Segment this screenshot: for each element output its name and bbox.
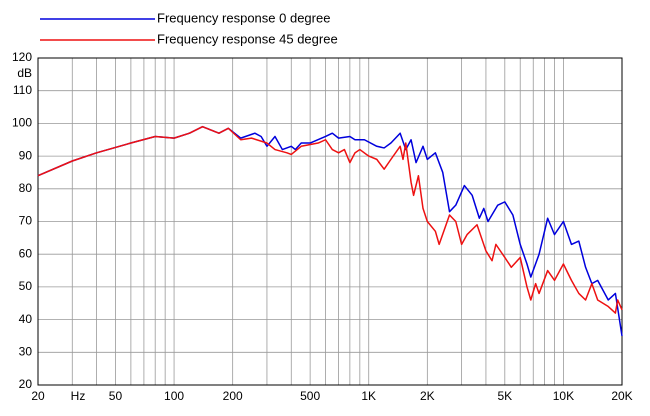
x-tick-label: 20K — [611, 389, 632, 403]
x-tick-label: 200 — [223, 389, 243, 403]
x-tick-label: 5K — [497, 389, 512, 403]
x-tick-label: 20 — [31, 389, 45, 403]
y-tick-label: 70 — [19, 214, 33, 228]
x-tick-label: 1K — [361, 389, 376, 403]
x-tick-label: 50 — [109, 389, 123, 403]
x-axis-label: Hz — [71, 389, 86, 403]
y-tick-label: 120 — [12, 50, 32, 64]
legend-label: Frequency response 45 degree — [157, 31, 338, 46]
y-tick-label: 100 — [12, 116, 32, 130]
y-tick-label: 110 — [13, 83, 32, 97]
y-axis-label: dB — [17, 66, 32, 80]
y-tick-label: 90 — [19, 148, 33, 162]
y-tick-label: 20 — [19, 377, 33, 391]
y-tick-label: 60 — [19, 246, 33, 260]
x-tick-label: 10K — [553, 389, 574, 403]
y-tick-label: 50 — [19, 279, 33, 293]
x-tick-label: 2K — [420, 389, 435, 403]
line-series — [37, 125, 623, 337]
plot-border — [37, 57, 623, 386]
x-tick-label: 100 — [164, 389, 184, 403]
y-tick-label: 30 — [19, 344, 33, 358]
legend-label: Frequency response 0 degree — [157, 10, 330, 25]
line-series — [37, 125, 623, 314]
y-tick-label: 40 — [19, 312, 33, 326]
x-tick-label: 500 — [300, 389, 320, 403]
y-tick-label: 80 — [19, 181, 33, 195]
